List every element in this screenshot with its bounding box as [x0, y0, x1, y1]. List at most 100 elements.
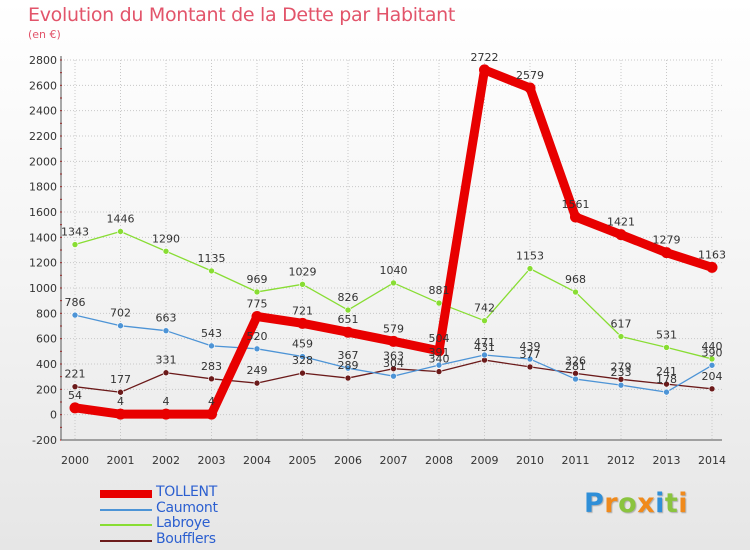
- legend-swatch-boufflers: [100, 540, 152, 542]
- data-label-caumont: 663: [156, 312, 177, 325]
- point-caumont: [253, 345, 261, 353]
- y-tick-label: 1200: [29, 257, 57, 270]
- point-labroye: [71, 241, 79, 248]
- point-caumont: [344, 364, 352, 372]
- logo-letter: P: [584, 488, 605, 519]
- data-label-caumont: 471: [474, 336, 495, 349]
- data-label-tollent: 504: [429, 332, 450, 345]
- data-label-labroye: 968: [565, 273, 586, 286]
- data-label-caumont: 233: [611, 366, 632, 379]
- data-label-boufflers: 340: [429, 353, 450, 366]
- point-tollent: [661, 247, 672, 259]
- logo-letter: i: [678, 488, 689, 519]
- x-tick-label: 2003: [198, 454, 226, 467]
- data-label-labroye: 1153: [516, 250, 544, 263]
- data-label-boufflers: 328: [292, 354, 313, 367]
- data-label-caumont: 702: [110, 307, 131, 320]
- data-label-labroye: 440: [702, 340, 723, 353]
- x-tick-label: 2013: [653, 454, 681, 467]
- point-caumont: [299, 353, 306, 360]
- data-label-labroye: 969: [247, 273, 268, 286]
- point-boufflers: [435, 368, 443, 375]
- x-tick-label: 2011: [562, 454, 590, 467]
- data-label-tollent: 1279: [653, 234, 681, 247]
- point-boufflers: [390, 365, 397, 372]
- data-label-labroye: 1290: [152, 232, 180, 245]
- point-boufflers: [71, 383, 79, 390]
- point-caumont: [663, 388, 670, 396]
- data-label-tollent: 4: [208, 395, 215, 408]
- data-label-tollent: 651: [338, 313, 359, 326]
- x-tick-label: 2010: [516, 454, 544, 467]
- point-caumont: [708, 361, 716, 369]
- x-tick-label: 2014: [698, 454, 726, 467]
- data-label-labroye: 617: [611, 318, 632, 331]
- point-labroye: [117, 228, 124, 235]
- data-label-boufflers: 363: [383, 350, 404, 363]
- point-boufflers: [162, 369, 170, 377]
- point-labroye: [390, 279, 397, 287]
- x-tick-label: 2008: [425, 454, 453, 467]
- data-label-boufflers: 221: [65, 368, 86, 381]
- point-tollent: [479, 64, 490, 76]
- x-tick-label: 2005: [289, 454, 317, 467]
- data-label-tollent: 721: [292, 304, 313, 317]
- y-tick-label: 1800: [29, 181, 57, 194]
- point-tollent: [570, 211, 581, 223]
- chart-title: Evolution du Montant de la Dette par Hab…: [28, 4, 456, 26]
- point-caumont: [208, 342, 215, 350]
- data-label-boufflers: 204: [702, 370, 723, 383]
- y-tick-label: 2800: [29, 54, 57, 67]
- point-tollent: [615, 229, 627, 241]
- y-tick-label: 1000: [29, 282, 57, 295]
- data-label-caumont: 391: [429, 346, 450, 359]
- point-tollent: [206, 408, 217, 420]
- data-label-labroye: 1040: [380, 264, 408, 277]
- y-tick-label: 0: [50, 409, 57, 422]
- point-tollent: [69, 402, 81, 414]
- logo-letter: x: [637, 488, 656, 519]
- point-caumont: [117, 322, 124, 330]
- logo-letter: r: [604, 488, 619, 519]
- data-label-labroye: 1029: [289, 265, 317, 278]
- point-labroye: [572, 288, 579, 296]
- data-label-labroye: 826: [338, 291, 359, 304]
- data-label-caumont: 304: [383, 357, 404, 370]
- point-labroye: [208, 267, 215, 275]
- data-label-boufflers: 377: [520, 348, 541, 361]
- point-labroye: [299, 281, 306, 288]
- y-tick-label: 2000: [29, 155, 57, 168]
- data-label-labroye: 1343: [61, 226, 89, 239]
- y-tick-label: 800: [36, 307, 57, 320]
- data-label-tollent: 2722: [471, 51, 499, 64]
- point-caumont: [481, 351, 488, 359]
- point-labroye: [708, 355, 716, 363]
- data-label-caumont: 281: [565, 360, 586, 373]
- data-label-boufflers: 331: [156, 354, 177, 367]
- point-caumont: [617, 381, 625, 389]
- x-tick-label: 2002: [152, 454, 180, 467]
- logo-letter: i: [655, 488, 665, 519]
- data-label-caumont: 520: [247, 330, 268, 343]
- y-tick-label: 600: [36, 333, 57, 346]
- data-label-boufflers: 326: [565, 354, 586, 367]
- y-tick-label: 400: [36, 358, 57, 371]
- point-caumont: [71, 311, 79, 319]
- point-caumont: [435, 361, 443, 369]
- point-labroye: [481, 317, 488, 324]
- point-labroye: [253, 288, 261, 296]
- point-tollent: [524, 82, 536, 94]
- data-label-tollent: 1163: [698, 248, 726, 261]
- data-label-caumont: 439: [520, 340, 541, 353]
- y-tick-label: 2400: [29, 105, 57, 118]
- point-tollent: [342, 326, 354, 338]
- data-label-boufflers: 241: [656, 365, 677, 378]
- point-boufflers: [253, 379, 261, 387]
- data-label-caumont: 459: [292, 338, 313, 351]
- data-label-tollent: 775: [247, 298, 268, 311]
- data-label-boufflers: 289: [338, 359, 359, 372]
- data-label-tollent: 2579: [516, 69, 544, 82]
- point-boufflers: [299, 369, 306, 377]
- point-boufflers: [663, 380, 670, 388]
